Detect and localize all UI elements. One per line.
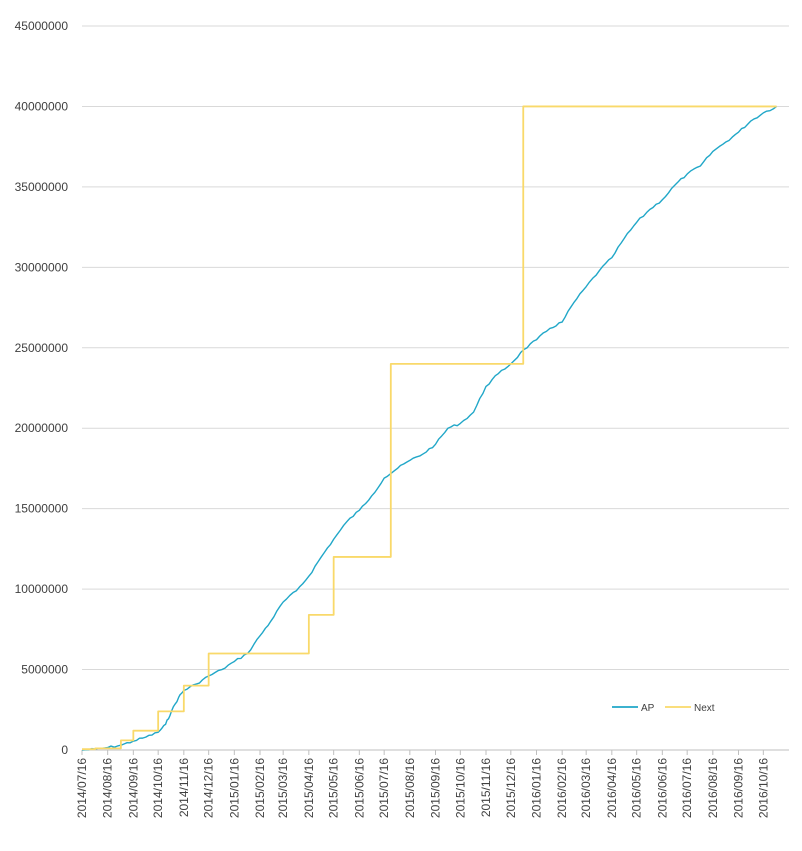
plot-area: [81, 105, 777, 751]
x-tick-label: 2015/03/16: [276, 758, 290, 818]
x-axis: 2014/07/16 2014/08/16 2014/09/16 2014/10/16…: [75, 749, 789, 818]
x-tick-label: 2015/07/16: [377, 758, 391, 818]
y-tick-label: 40000000: [15, 99, 69, 113]
x-tick-label: 2016/08/16: [706, 758, 720, 818]
x-tick-label: 2015/01/16: [227, 758, 241, 818]
x-tick-label: 2015/08/16: [403, 758, 417, 818]
series-line-ap: [81, 105, 777, 751]
x-tick-label: 2016/02/16: [555, 758, 569, 818]
x-tick-label: 2016/05/16: [630, 758, 644, 818]
x-tick-label: 2016/10/16: [756, 758, 770, 818]
x-tick-label: 2016/01/16: [530, 758, 544, 818]
x-tick-label: 2016/07/16: [680, 758, 694, 818]
y-tick-label: 10000000: [15, 582, 69, 596]
x-tick-label: 2015/04/16: [302, 758, 316, 818]
x-tick-label: 2014/08/16: [101, 758, 115, 818]
y-axis: 0 5000000 10000000 15000000 20000000 25000000…: [15, 19, 69, 757]
x-tick-label: 2014/10/16: [151, 758, 165, 818]
x-tick-label: 2015/12/16: [504, 758, 518, 818]
y-tick-label: 15000000: [15, 502, 69, 516]
y-tick-label: 0: [61, 743, 68, 757]
x-tick-label: 2016/04/16: [605, 758, 619, 818]
x-tick-label: 2014/12/16: [202, 758, 216, 818]
y-tick-label: 45000000: [15, 19, 69, 33]
legend: AP Next: [612, 703, 715, 714]
legend-label-next: Next: [694, 703, 715, 714]
x-tick-label: 2015/05/16: [327, 758, 341, 818]
y-tick-label: 30000000: [15, 260, 69, 274]
x-tick-label: 2014/09/16: [126, 758, 140, 818]
x-tick-label: 2014/11/16: [177, 758, 191, 817]
y-tick-label: 25000000: [15, 341, 69, 355]
x-tick-label: 2015/10/16: [453, 758, 467, 818]
x-tick-label: 2016/06/16: [655, 758, 669, 818]
gridlines: [82, 25, 789, 671]
x-tick-label: 2016/03/16: [579, 758, 593, 818]
y-tick-label: 5000000: [21, 663, 68, 677]
x-tick-label: 2014/07/16: [75, 758, 89, 818]
y-tick-label: 35000000: [15, 180, 69, 194]
x-tick-label: 2015/09/16: [429, 758, 443, 818]
x-tick-label: 2015/06/16: [352, 758, 366, 818]
y-tick-label: 20000000: [15, 421, 69, 435]
legend-label-ap: AP: [641, 703, 655, 714]
x-tick-label: 2015/11/16: [479, 758, 493, 817]
x-tick-label: 2015/02/16: [253, 758, 267, 818]
series-line-next: [82, 105, 777, 751]
x-tick-label: 2016/09/16: [732, 758, 746, 818]
